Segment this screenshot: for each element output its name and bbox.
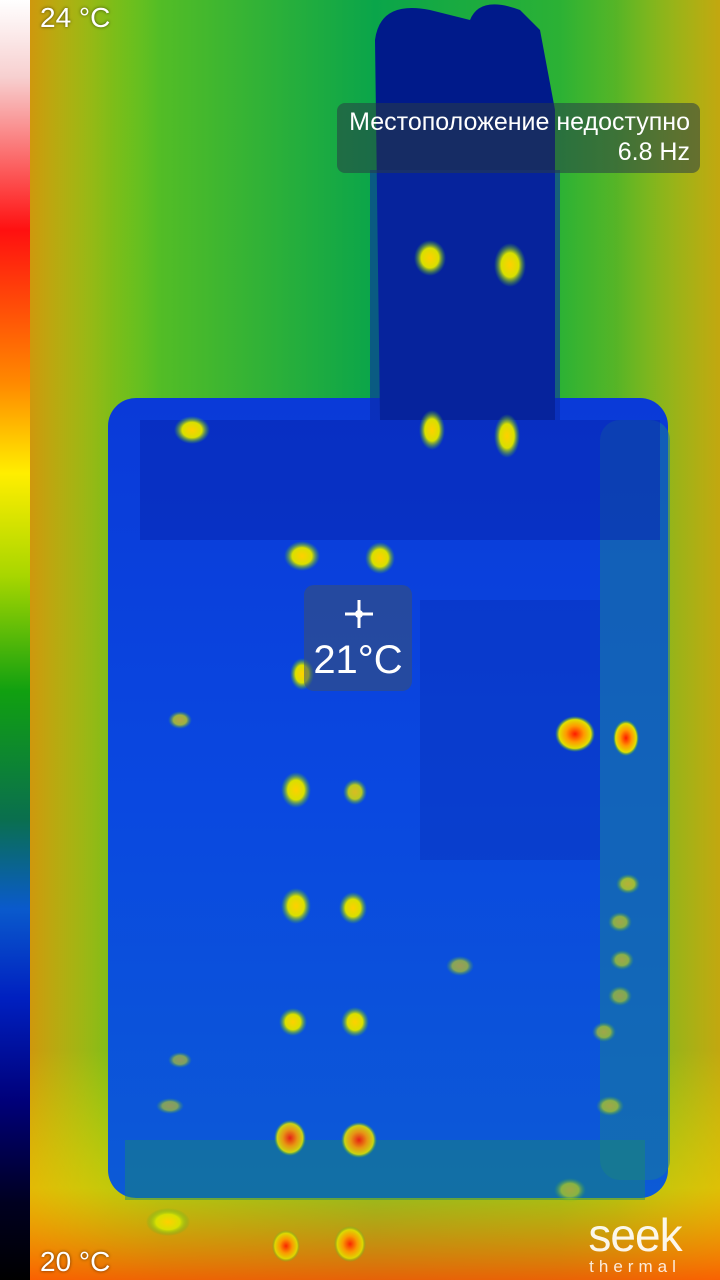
logo-sub-text: thermal — [589, 1257, 681, 1276]
warm-spots — [146, 240, 640, 1262]
status-panel: Местоположение недоступно 6.8 Hz — [337, 103, 700, 173]
spot-temperature: 21°C — [313, 638, 403, 682]
location-status: Местоположение недоступно — [349, 108, 690, 136]
logo-main-text: seek — [588, 1209, 682, 1261]
frame-rate: 6.8 Hz — [617, 138, 690, 166]
scale-min-label: 20 °C — [40, 1246, 111, 1277]
scale-max-label: 24 °C — [40, 2, 111, 33]
seek-thermal-logo: seek thermal — [570, 1212, 700, 1280]
crosshair-icon — [345, 600, 373, 628]
temperature-scale-bar — [0, 0, 30, 1280]
